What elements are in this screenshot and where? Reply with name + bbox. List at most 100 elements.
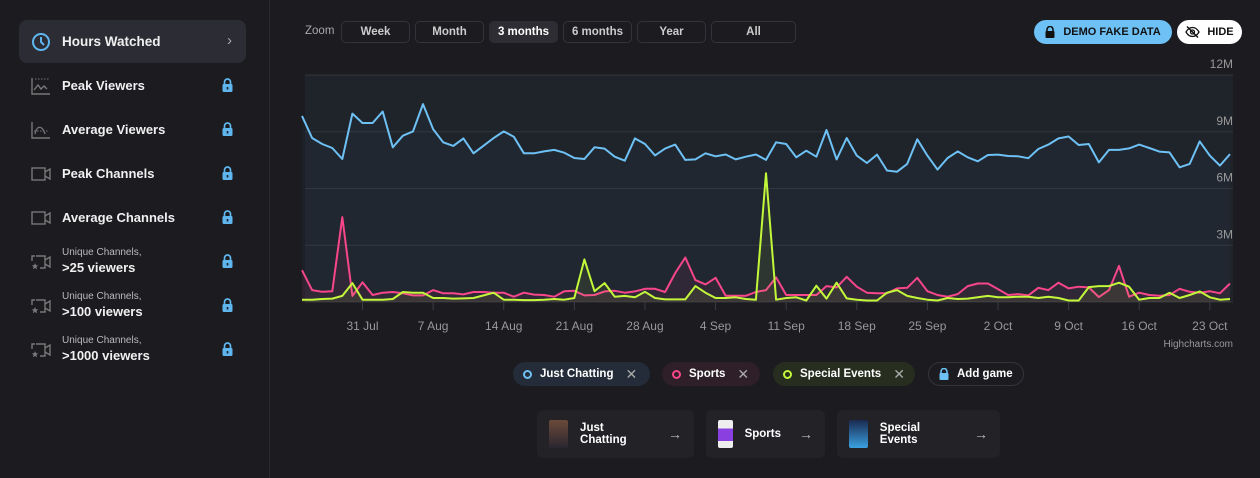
camera-star-icon bbox=[31, 296, 51, 316]
sidebar-item-label: Hours Watched bbox=[62, 34, 161, 49]
arrow-right-icon: → bbox=[974, 426, 988, 442]
sidebar-item-label: >1000 viewers bbox=[62, 348, 150, 364]
x-tick-label: 25 Sep bbox=[908, 319, 946, 333]
sidebar-item-hours-watched[interactable]: Hours Watched › bbox=[19, 20, 246, 63]
sidebar-item-average-channels[interactable]: Average Channels bbox=[19, 196, 246, 239]
legend-label: Special Events bbox=[800, 368, 882, 380]
x-tick-label: 18 Sep bbox=[838, 319, 876, 333]
series-marker-icon bbox=[783, 369, 792, 379]
sidebar: Hours Watched › Peak Viewers Average Viewer… bbox=[0, 0, 270, 478]
camera-icon bbox=[31, 208, 51, 228]
game-card-label: Just Chatting bbox=[580, 422, 627, 446]
x-tick-label: 16 Oct bbox=[1122, 319, 1158, 333]
remove-icon[interactable]: ✕ bbox=[893, 365, 905, 382]
y-tick-label: 6M bbox=[1216, 171, 1233, 185]
game-thumbnail bbox=[549, 420, 569, 448]
x-tick-label: 14 Aug bbox=[485, 319, 522, 333]
arrow-right-icon: → bbox=[668, 426, 682, 442]
sidebar-item-sublabel: Unique Channels, bbox=[62, 246, 142, 258]
sidebar-item-sublabel: Unique Channels, bbox=[62, 290, 142, 302]
game-card-just-chatting[interactable]: Just Chatting → bbox=[537, 410, 694, 458]
y-tick-label: 12M bbox=[1210, 57, 1233, 71]
sidebar-item-label: Average Channels bbox=[62, 210, 175, 225]
sidebar-item-text: Unique Channels, >25 viewers bbox=[62, 246, 142, 277]
y-tick-label: 9M bbox=[1216, 114, 1233, 128]
camera-icon bbox=[31, 164, 51, 184]
add-game-label: Add game bbox=[957, 368, 1013, 380]
x-tick-label: 31 Jul bbox=[347, 319, 379, 333]
game-card-label: Special Events bbox=[879, 422, 921, 446]
sports-line bbox=[301, 216, 1231, 299]
clock-icon bbox=[31, 32, 51, 52]
lock-icon bbox=[222, 342, 233, 361]
hide-button[interactable]: HIDE bbox=[1177, 20, 1242, 44]
lock-icon bbox=[222, 254, 233, 273]
legend-label: Sports bbox=[689, 368, 726, 380]
demo-label: DEMO FAKE DATA bbox=[1063, 26, 1161, 38]
sidebar-item-text: Unique Channels, >1000 viewers bbox=[62, 334, 150, 365]
x-tick-label: 11 Sep bbox=[768, 319, 805, 333]
x-tick-label: 4 Sep bbox=[700, 319, 732, 333]
lock-icon bbox=[222, 78, 233, 97]
sidebar-item-label: >100 viewers bbox=[62, 304, 143, 320]
lock-icon bbox=[222, 210, 233, 229]
lock-icon bbox=[222, 122, 233, 141]
zoom-year-button[interactable]: Year bbox=[637, 21, 706, 43]
demo-fake-data-badge[interactable]: DEMO FAKE DATA bbox=[1034, 20, 1172, 44]
peak-chart-icon bbox=[31, 76, 51, 96]
zoom-6-months-button[interactable]: 6 months bbox=[563, 21, 632, 43]
highcharts-credit: Highcharts.com bbox=[1164, 339, 1233, 350]
camera-star-icon bbox=[31, 340, 51, 360]
lock-icon bbox=[939, 368, 949, 380]
game-thumbnail bbox=[849, 420, 868, 448]
series-marker-icon bbox=[523, 369, 532, 379]
game-card-label: Sports bbox=[744, 428, 781, 440]
sidebar-item-peak-viewers[interactable]: Peak Viewers bbox=[19, 64, 246, 107]
chevron-right-icon: › bbox=[227, 32, 232, 49]
game-card-sports[interactable]: Sports → bbox=[706, 410, 825, 458]
sidebar-item-sublabel: Unique Channels, bbox=[62, 334, 142, 346]
camera-star-icon bbox=[31, 252, 51, 272]
hide-label: HIDE bbox=[1207, 26, 1234, 38]
arrow-right-icon: → bbox=[799, 426, 813, 442]
special-events-area bbox=[302, 173, 1230, 302]
zoom-all-button[interactable]: All bbox=[711, 21, 796, 43]
average-chart-icon bbox=[31, 120, 51, 140]
game-card-special-events[interactable]: Special Events → bbox=[837, 410, 1000, 458]
zoom-week-button[interactable]: Week bbox=[341, 21, 410, 43]
remove-icon[interactable]: ✕ bbox=[737, 365, 750, 382]
hours-watched-chart: 3M 6M 9M 12M 31 Jul 7 Aug 14 Aug 21 Aug 28 Aug 4 … bbox=[301, 57, 1233, 350]
remove-icon[interactable]: ✕ bbox=[625, 365, 638, 382]
lock-icon bbox=[1045, 26, 1055, 38]
x-tick-label: 7 Aug bbox=[418, 319, 449, 333]
add-game-button[interactable]: Add game bbox=[928, 362, 1024, 386]
sidebar-item-25-viewers[interactable]: Unique Channels, >25 viewers bbox=[19, 240, 246, 283]
special-events-line bbox=[302, 172, 1231, 302]
zoom-label: Zoom bbox=[305, 25, 335, 37]
sidebar-item-text: Unique Channels, >100 viewers bbox=[62, 290, 143, 321]
just-chatting-line bbox=[301, 103, 1231, 173]
sidebar-item-label: Peak Viewers bbox=[62, 78, 145, 93]
legend-chip-sports[interactable]: Sports ✕ bbox=[662, 362, 760, 386]
sidebar-item-average-viewers[interactable]: Average Viewers bbox=[19, 108, 246, 151]
lock-icon bbox=[222, 298, 233, 317]
sidebar-item-label: Peak Channels bbox=[62, 166, 155, 181]
x-tick-label: 23 Oct bbox=[1192, 319, 1228, 333]
legend-chip-special-events[interactable]: Special Events ✕ bbox=[773, 362, 915, 386]
eye-off-icon bbox=[1185, 26, 1201, 38]
legend-chip-just-chatting[interactable]: Just Chatting ✕ bbox=[513, 362, 650, 386]
legend-label: Just Chatting bbox=[540, 368, 614, 380]
sidebar-item-label: Average Viewers bbox=[62, 122, 166, 137]
sidebar-item-100-viewers[interactable]: Unique Channels, >100 viewers bbox=[19, 284, 246, 327]
lock-icon bbox=[222, 166, 233, 185]
zoom-month-button[interactable]: Month bbox=[415, 21, 484, 43]
x-tick-label: 21 Aug bbox=[556, 319, 593, 333]
series-marker-icon bbox=[672, 369, 681, 379]
sidebar-item-1000-viewers[interactable]: Unique Channels, >1000 viewers bbox=[19, 328, 246, 371]
zoom-3-months-button[interactable]: 3 months bbox=[489, 21, 558, 43]
x-tick-label: 2 Oct bbox=[984, 319, 1013, 333]
game-thumbnail bbox=[718, 420, 733, 448]
x-tick-label: 28 Aug bbox=[626, 319, 663, 333]
sidebar-item-peak-channels[interactable]: Peak Channels bbox=[19, 152, 246, 195]
x-tick-label: 9 Oct bbox=[1054, 319, 1083, 333]
